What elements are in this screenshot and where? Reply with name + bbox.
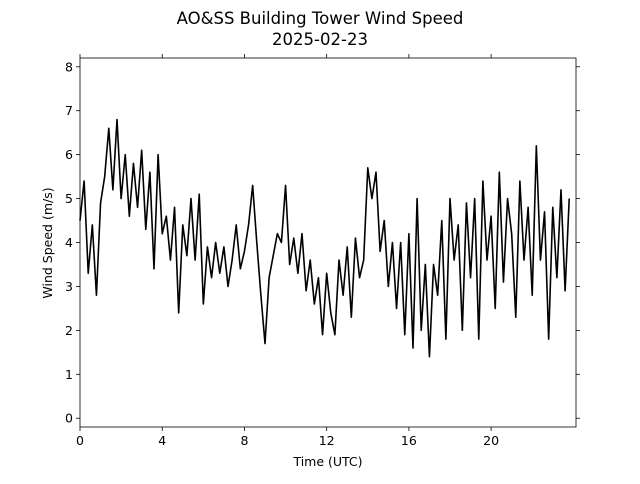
y-tick-label: 7	[65, 103, 73, 118]
y-tick-label: 1	[65, 367, 73, 382]
data-line	[79, 118, 571, 358]
y-tick-label: 2	[65, 323, 73, 338]
y-axis-label: Wind Speed (m/s)	[40, 187, 55, 298]
y-tick-label: 6	[65, 147, 73, 162]
x-tick-label: 20	[483, 433, 499, 448]
x-axis-label: Time (UTC)	[292, 454, 362, 469]
y-tick-label: 4	[65, 235, 73, 250]
y-tick-label: 0	[65, 411, 73, 426]
x-tick-label: 12	[319, 433, 335, 448]
x-tick-label: 8	[240, 433, 248, 448]
y-tick-label: 3	[65, 279, 73, 294]
x-tick-label: 4	[158, 433, 166, 448]
x-tick-label: 16	[401, 433, 417, 448]
y-tick-label: 5	[65, 191, 73, 206]
y-tick-label: 8	[65, 59, 73, 74]
chart-title: AO&SS Building Tower Wind Speed	[177, 9, 464, 28]
chart-subtitle: 2025-02-23	[272, 30, 368, 49]
x-tick-label: 0	[76, 433, 84, 448]
